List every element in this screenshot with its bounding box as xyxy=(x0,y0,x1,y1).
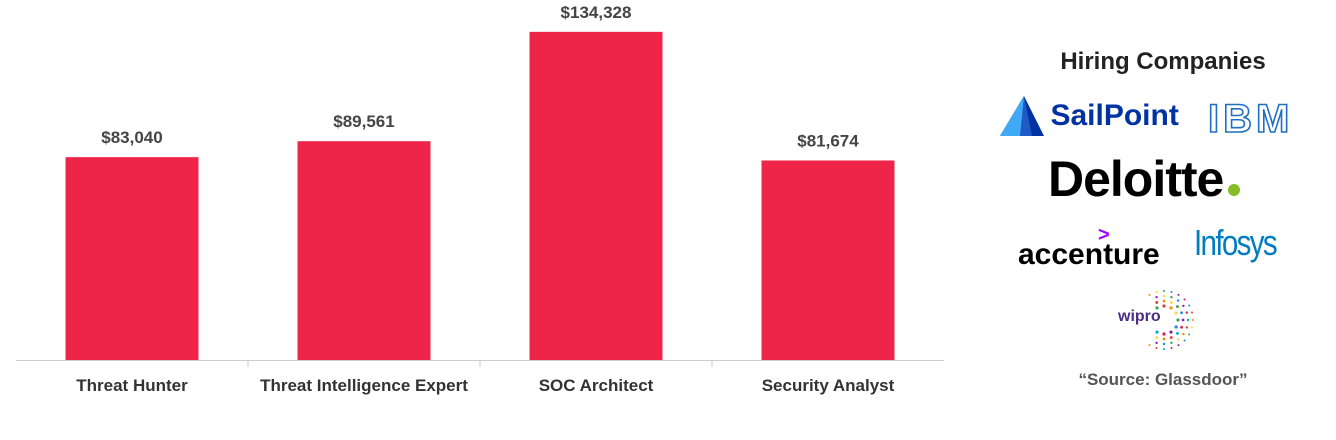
category-tick-label: Security Analyst xyxy=(762,376,895,395)
wipro-dot xyxy=(1170,295,1173,299)
chart-area: $83,040 Threat Hunter $89,561 Threat Intell… xyxy=(16,3,944,395)
wipro-dot xyxy=(1183,339,1186,342)
wipro-dot xyxy=(1155,290,1158,293)
category-tick-label: Threat Intelligence Expert xyxy=(260,376,468,395)
wipro-dot xyxy=(1162,304,1166,308)
wipro-dot xyxy=(1162,299,1166,303)
wipro-dot xyxy=(1183,298,1186,301)
wipro-dot xyxy=(1176,332,1179,335)
hiring-companies-panel: Hiring Companies SailPoint IBM Deloitte … xyxy=(990,0,1336,440)
wipro-dot xyxy=(1169,336,1173,339)
source-note: “Source: Glassdoor” xyxy=(1078,370,1248,389)
wipro-dot xyxy=(1180,311,1183,315)
wipro-dot xyxy=(1181,318,1185,322)
panel-title: Hiring Companies xyxy=(1060,48,1266,75)
wipro-dot xyxy=(1176,299,1180,302)
bar xyxy=(297,141,431,360)
wipro-dot xyxy=(1191,326,1194,329)
wipro-dot xyxy=(1182,332,1185,336)
wipro-dot xyxy=(1169,306,1173,310)
sailpoint-triangle-icon xyxy=(1000,96,1044,136)
wipro-dot xyxy=(1176,305,1179,308)
wipro-dot xyxy=(1170,347,1173,350)
accenture-chevron-icon: > xyxy=(1098,224,1110,246)
data-label: $89,561 xyxy=(333,112,394,131)
sailpoint-wordmark: SailPoint xyxy=(1050,99,1179,132)
wipro-dot xyxy=(1163,290,1165,292)
ibm-wordmark: IBM xyxy=(1207,96,1294,142)
wipro-dot xyxy=(1148,293,1151,296)
bar xyxy=(529,31,663,360)
category-tick-label: SOC Architect xyxy=(539,376,654,395)
wipro-dot xyxy=(1185,326,1189,329)
wipro-dot xyxy=(1177,344,1180,347)
wipro-dot xyxy=(1174,311,1178,315)
wipro-dot xyxy=(1155,330,1159,334)
wipro-dot xyxy=(1192,319,1194,321)
wipro-dots-icon xyxy=(1148,290,1194,350)
wipro-dot xyxy=(1174,325,1178,329)
wipro-logo: wipro xyxy=(1116,288,1196,354)
sailpoint-logo: SailPoint xyxy=(1000,96,1179,142)
wipro-dot xyxy=(1155,341,1158,345)
wipro-dot xyxy=(1170,290,1173,293)
deloitte-logo: Deloitte xyxy=(1048,150,1240,210)
wipro-dot xyxy=(1162,332,1166,336)
wipro-dot xyxy=(1176,318,1180,322)
wipro-dot xyxy=(1180,325,1183,329)
wipro-dot xyxy=(1191,311,1194,314)
category-tick-label: Threat Hunter xyxy=(76,376,188,395)
data-label: $81,674 xyxy=(797,131,859,150)
accenture-logo: > accenture xyxy=(1018,224,1160,272)
wipro-dot xyxy=(1170,341,1173,345)
data-label: $83,040 xyxy=(101,128,162,147)
wipro-wordmark: wipro xyxy=(1118,308,1161,325)
wipro-dot xyxy=(1188,333,1191,336)
bar xyxy=(761,160,895,360)
accenture-wordmark: accenture xyxy=(1018,238,1160,271)
wipro-dot xyxy=(1182,304,1185,308)
wipro-dot xyxy=(1162,342,1166,346)
wipro-dot xyxy=(1155,295,1158,299)
infosys-logo: Infosys xyxy=(1194,222,1294,268)
wipro-dot xyxy=(1186,318,1190,322)
wipro-dot xyxy=(1185,311,1189,314)
wipro-dot xyxy=(1148,344,1151,347)
wipro-dot xyxy=(1188,304,1191,307)
data-label: $134,328 xyxy=(561,3,632,22)
wipro-dot xyxy=(1155,306,1159,310)
wipro-dot xyxy=(1155,347,1158,350)
wipro-dot xyxy=(1162,294,1166,298)
wipro-dot xyxy=(1162,337,1166,341)
bar xyxy=(65,157,199,360)
bar-chart: $83,040 Threat Hunter $89,561 Threat Intell… xyxy=(16,3,944,395)
wipro-dot xyxy=(1177,293,1180,296)
ibm-logo: IBM xyxy=(1207,96,1294,142)
deloitte-wordmark: Deloitte xyxy=(1048,151,1224,207)
wipro-dot xyxy=(1155,301,1159,304)
infosys-wordmark: Infosys xyxy=(1194,222,1278,263)
wipro-dot xyxy=(1176,338,1180,341)
wipro-dot xyxy=(1169,301,1173,304)
deloitte-dot-icon xyxy=(1227,184,1240,196)
wipro-dot xyxy=(1155,336,1159,339)
wipro-dot xyxy=(1169,330,1173,334)
wipro-dot xyxy=(1163,348,1165,350)
